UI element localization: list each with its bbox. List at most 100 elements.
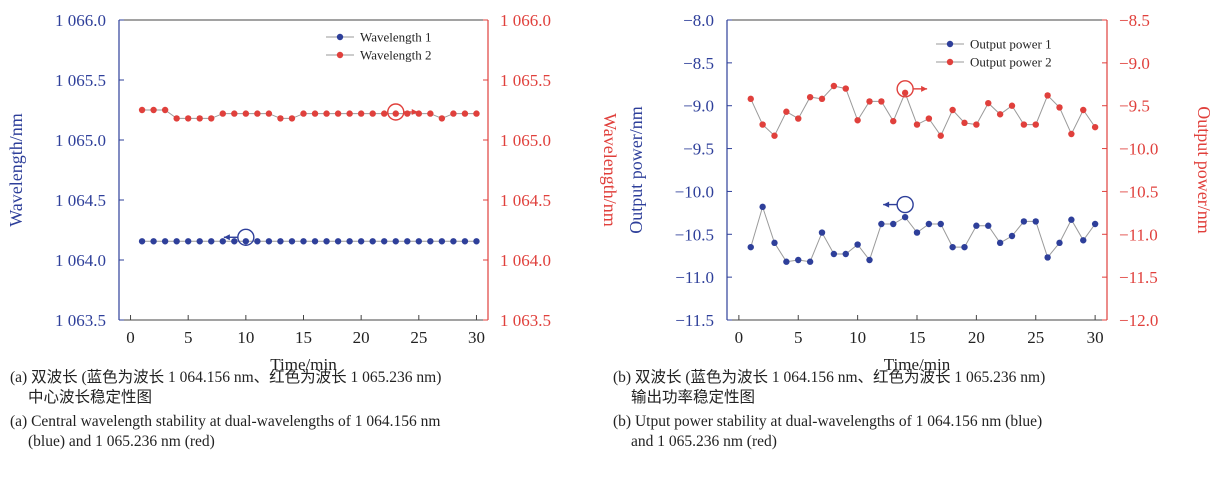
chart-b-legend-label-2: Output power 2 — [970, 55, 1052, 70]
chart-b-series-line-2 — [750, 85, 1096, 137]
chart-a-series-2-point — [311, 110, 319, 117]
chart-b-series-1-point — [985, 222, 992, 229]
chart-b-series-2-point — [1068, 130, 1075, 138]
chart-b-series-1-point — [925, 220, 933, 228]
chart-a-series-2-point — [161, 106, 169, 114]
chart-a-series-2-point — [357, 110, 365, 117]
chart-a-series-1-point — [173, 238, 180, 245]
chart-a-ytick-left-label: 1 066.0 — [55, 11, 106, 30]
chart-a-series-2-point — [300, 110, 307, 117]
chart-b-series-1-point — [913, 229, 921, 236]
chart-a-series-1-point — [334, 238, 342, 245]
chart-b-ytick-left-label: −9.0 — [683, 97, 714, 116]
chart-b-ylabel-right: Output power/nm — [1194, 106, 1212, 234]
chart-a-ytick-left-label: 1 065.5 — [55, 71, 106, 90]
chart-a-series-1-point — [392, 238, 399, 245]
chart-b-series-1-point — [1008, 232, 1016, 240]
chart-a-series-1-point — [219, 238, 226, 245]
chart-b-series-2-point — [890, 117, 897, 125]
chart-b-series-1-point — [890, 220, 897, 228]
chart-a-series-1-point — [184, 238, 192, 245]
chart-b-ytick-right-label: −12.0 — [1119, 311, 1158, 330]
chart-a-series-2-point — [346, 110, 353, 117]
chart-b-xtick-label: 20 — [968, 328, 985, 347]
chart-a-xtick-label: 10 — [237, 328, 254, 347]
chart-b-series-1-point — [961, 243, 968, 251]
chart-a-series-2-point — [242, 110, 250, 117]
chart-b-series-1-point — [1020, 218, 1028, 225]
chart-b-ytick-right-label: −10.5 — [1119, 182, 1158, 201]
chart-a-series-2-point — [231, 110, 238, 117]
chart-a-series-2-point — [427, 110, 434, 117]
chart-a-series-2-point — [381, 110, 388, 117]
chart-a-xtick-label: 30 — [468, 328, 485, 347]
caption-a-en-line1: (a) Central wavelength stability at dual… — [10, 413, 441, 430]
chart-b-ytick-left-label: −10.5 — [675, 225, 714, 244]
chart-b-series-1-point — [901, 213, 909, 221]
chart-a-series-1-point — [288, 238, 296, 245]
chart-a-ylabel-right: Wavelength/nm — [600, 113, 620, 227]
chart-a-series-1-point — [461, 238, 469, 245]
chart-a-series-1-point — [300, 238, 307, 245]
chart-b-ytick-left-label: −10.0 — [675, 182, 714, 201]
chart-a-series-1-point — [196, 238, 203, 245]
chart-a-series-1-point — [450, 238, 457, 245]
caption-b-cn-line2: 输出功率稳定性图 — [631, 389, 756, 406]
chart-a-ytick-right-label: 1 065.5 — [500, 71, 551, 90]
chart-b-ytick-left-label: −8.5 — [683, 54, 714, 73]
chart-b-series-line-1 — [750, 205, 1096, 263]
chart-a-series-2-point — [173, 115, 180, 122]
chart-b-series-1-point — [771, 239, 778, 247]
chart-a-series-1-point — [265, 238, 273, 245]
chart-b-series-2-point — [925, 115, 933, 122]
chart-a-series-1-point — [242, 238, 250, 245]
chart-a-ytick-right-label: 1 063.5 — [500, 311, 551, 330]
chart-b-xtick-label: 5 — [794, 328, 803, 347]
chart-b-series-2-point — [913, 121, 921, 128]
chart-a-series-1-point — [381, 238, 388, 245]
chart-a-series-1-point — [208, 238, 215, 245]
chart-b-legend-label-1: Output power 1 — [970, 37, 1052, 52]
chart-b-legend-marker — [946, 58, 954, 66]
chart-b-series-2-point — [901, 89, 909, 97]
chart-b-series-2-point — [937, 132, 944, 139]
chart-b-series-2-point — [973, 121, 980, 128]
chart-b-series-1-point — [866, 256, 873, 264]
chart-b-xlabel: Time/min — [884, 355, 951, 374]
chart-b-series-2-point — [1044, 92, 1051, 99]
caption-a-cn-line2: 中心波长稳定性图 — [28, 389, 153, 406]
chart-b-xtick-label: 10 — [849, 328, 866, 347]
chart-a-series-2-point — [438, 115, 446, 122]
chart-b-series-1-point — [747, 243, 754, 251]
chart-b-series-2-point — [830, 82, 838, 90]
chart-a-xtick-label: 5 — [184, 328, 193, 347]
chart-a-ytick-right-label: 1 064.0 — [500, 251, 551, 270]
chart-b-series-1-point — [806, 258, 814, 265]
chart-b-series-2-point — [1020, 121, 1028, 128]
chart-a-series-2-point — [369, 110, 376, 117]
chart-a-ytick-right-label: 1 065.0 — [500, 131, 551, 150]
chart-a-xtick-label: 15 — [295, 328, 312, 347]
chart-a-series-1-point — [311, 238, 319, 245]
chart-b-series-1-point — [842, 250, 849, 258]
chart-b-series-1-point — [878, 220, 885, 228]
chart-b-series-1-point — [949, 243, 956, 251]
chart-a-annotation-arrowhead — [223, 234, 230, 241]
chart-b-series-1-point — [1044, 254, 1051, 261]
chart-a-ylabel-left: Wavelength/nm — [6, 113, 26, 227]
chart-b-series-1-point — [1068, 216, 1075, 223]
chart-b-series-2-point — [1056, 104, 1063, 111]
chart-a-xlabel: Time/min — [270, 355, 337, 374]
chart-a-series-2-point — [208, 115, 215, 122]
chart-a-series-2-point — [277, 115, 284, 122]
chart-b-series-2-point — [854, 117, 861, 124]
chart-b-ytick-right-label: −10.0 — [1119, 140, 1158, 159]
chart-b-ytick-left-label: −11.5 — [675, 311, 714, 330]
chart-b-ylabel-left: Output power/nm — [626, 106, 646, 234]
chart-a-ytick-left-label: 1 063.5 — [55, 311, 106, 330]
chart-a-series-1-point — [346, 238, 353, 245]
chart-a-series-2-point — [196, 115, 203, 122]
chart-a-ytick-left-label: 1 064.0 — [55, 251, 106, 270]
chart-a-series-2-point — [138, 106, 146, 114]
chart-b-series-2-point — [818, 95, 826, 103]
